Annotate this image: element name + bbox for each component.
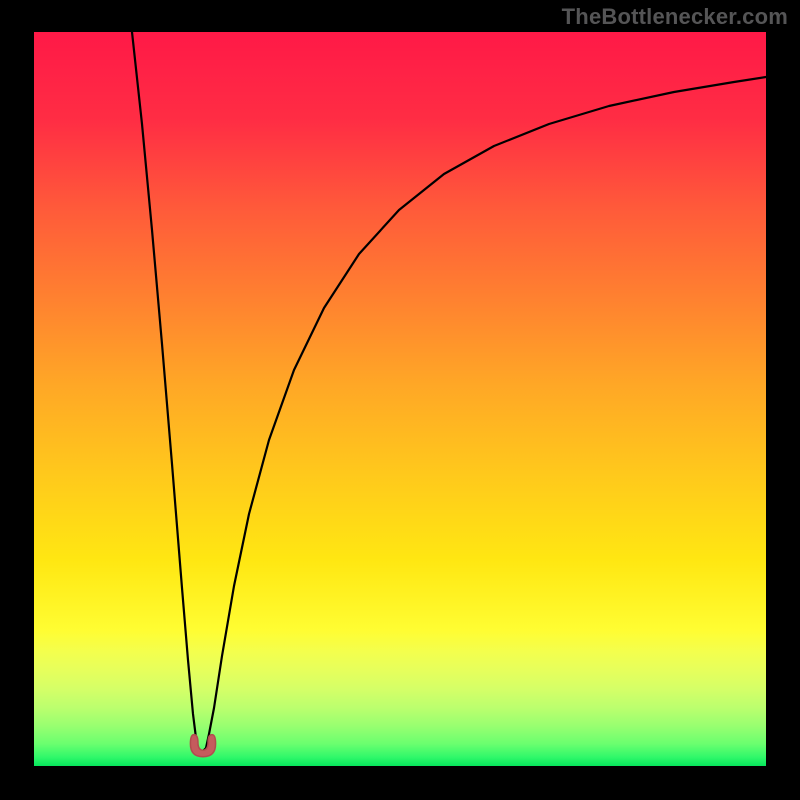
plot-area: [34, 32, 766, 766]
plot-gradient-background: [34, 32, 766, 766]
dip-marker: [189, 732, 217, 758]
chart-container: TheBottlenecker.com: [0, 0, 800, 800]
watermark-text: TheBottlenecker.com: [562, 4, 788, 30]
